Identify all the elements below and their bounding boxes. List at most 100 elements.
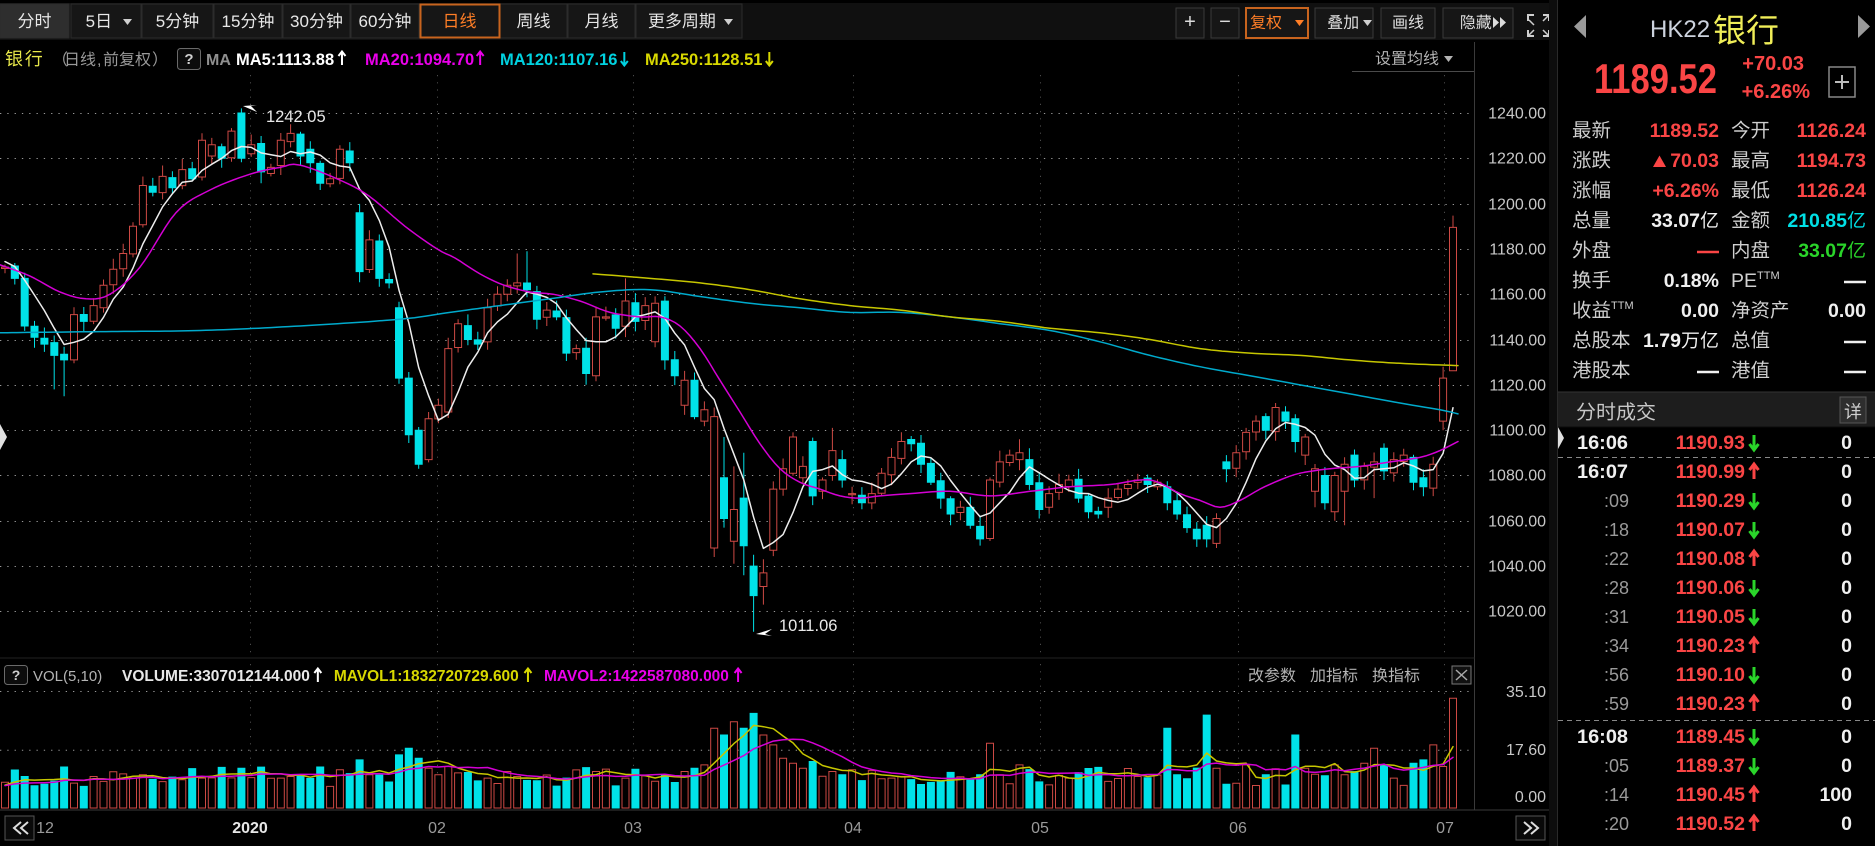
svg-text:12: 12 [36,820,54,837]
svg-text:0.00: 0.00 [1681,300,1719,322]
svg-text:?: ? [184,51,193,68]
svg-text:1194.73: 1194.73 [1797,150,1867,172]
svg-text:−: − [1219,11,1231,33]
svg-text::59: :59 [1604,694,1629,714]
svg-text:0: 0 [1841,519,1852,541]
svg-text:1126.24: 1126.24 [1797,180,1867,202]
svg-text:0.00: 0.00 [1515,789,1546,806]
svg-text:1189.52: 1189.52 [1594,55,1717,102]
svg-text:1040.00: 1040.00 [1488,559,1546,576]
svg-text::56: :56 [1604,665,1629,685]
svg-text::09: :09 [1604,491,1629,511]
svg-text:1189.52: 1189.52 [1650,120,1720,142]
svg-text:0: 0 [1841,755,1852,777]
svg-text:MA5:1113.88: MA5:1113.88 [236,51,334,69]
svg-text:15: 15 [222,12,241,31]
svg-text:1220.00: 1220.00 [1488,151,1546,168]
svg-text:210.85: 210.85 [1787,210,1847,232]
svg-text:0: 0 [1841,577,1852,599]
svg-text:1140.00: 1140.00 [1489,333,1546,350]
svg-text:1190.23: 1190.23 [1676,635,1746,657]
svg-text:0: 0 [1841,461,1852,483]
svg-text:1190.29: 1190.29 [1676,490,1746,512]
svg-text:33.07: 33.07 [1798,240,1847,262]
svg-text:1011.06: 1011.06 [779,617,837,635]
svg-text:100: 100 [1819,784,1852,806]
svg-text:MA: MA [206,52,231,69]
svg-text:TTM: TTM [1757,270,1780,282]
svg-text:70.03: 70.03 [1670,150,1719,172]
svg-text:02: 02 [428,820,446,837]
svg-text:?: ? [12,667,21,683]
svg-text:1242.05: 1242.05 [266,108,326,126]
svg-text:30: 30 [290,12,309,31]
svg-text:MA120:1107.16: MA120:1107.16 [500,51,617,69]
svg-text::18: :18 [1604,520,1629,540]
svg-text:1180.00: 1180.00 [1489,242,1546,259]
svg-text:1120.00: 1120.00 [1489,378,1546,395]
svg-text:35.10: 35.10 [1506,684,1546,701]
svg-text:1020.00: 1020.00 [1488,604,1546,621]
svg-text:1190.99: 1190.99 [1676,461,1746,483]
svg-text:1190.45: 1190.45 [1676,784,1746,806]
svg-text:1190.10: 1190.10 [1676,664,1746,686]
svg-text:TTM: TTM [1611,300,1634,312]
svg-text:1.79: 1.79 [1643,330,1681,352]
svg-text:0.00: 0.00 [1828,300,1866,322]
svg-text:1190.05: 1190.05 [1676,606,1746,628]
svg-text:17.60: 17.60 [1506,742,1546,759]
svg-text:05: 05 [1031,820,1049,837]
svg-text:60: 60 [359,12,378,31]
svg-text:1189.45: 1189.45 [1676,726,1746,748]
svg-text:1060.00: 1060.00 [1488,514,1546,531]
svg-text:1190.06: 1190.06 [1676,577,1746,599]
svg-text::14: :14 [1604,785,1629,805]
svg-text:0: 0 [1841,635,1852,657]
svg-text::28: :28 [1604,578,1629,598]
svg-text:PE: PE [1731,270,1757,292]
svg-text:1200.00: 1200.00 [1488,197,1546,214]
svg-text:1160.00: 1160.00 [1489,287,1546,304]
svg-text:+6.26%: +6.26% [1742,81,1811,103]
svg-text:16:08: 16:08 [1577,726,1628,748]
svg-text:1190.52: 1190.52 [1676,813,1746,835]
svg-text:0: 0 [1841,548,1852,570]
svg-text:+6.26%: +6.26% [1652,180,1719,202]
svg-text:33.07: 33.07 [1651,210,1700,232]
svg-text:VOLUME:3307012144.000: VOLUME:3307012144.000 [122,668,310,685]
svg-text:1190.23: 1190.23 [1676,693,1746,715]
svg-text::22: :22 [1604,549,1629,569]
svg-text:+70.03: +70.03 [1742,53,1804,75]
svg-text::34: :34 [1604,636,1629,656]
svg-text:0: 0 [1841,490,1852,512]
svg-text:0: 0 [1841,726,1852,748]
svg-text:MAVOL2:1422587080.000: MAVOL2:1422587080.000 [544,668,729,685]
svg-text:1190.93: 1190.93 [1676,432,1746,454]
svg-text:HK22: HK22 [1650,16,1710,43]
svg-text:03: 03 [624,820,642,837]
svg-text::20: :20 [1604,814,1629,834]
svg-text:MAVOL1:1832720729.600: MAVOL1:1832720729.600 [334,668,519,685]
svg-text:,: , [97,52,101,69]
svg-text:0: 0 [1841,432,1852,454]
svg-text:16:06: 16:06 [1577,432,1628,454]
svg-text:+: + [1184,11,1196,33]
svg-text:1080.00: 1080.00 [1488,468,1546,485]
svg-text:1126.24: 1126.24 [1797,120,1867,142]
svg-text::05: :05 [1604,756,1629,776]
svg-text:MA250:1128.51: MA250:1128.51 [645,51,762,69]
svg-text:2020: 2020 [232,820,268,837]
svg-text:MA20:1094.70: MA20:1094.70 [365,51,474,69]
svg-text:0.18%: 0.18% [1664,270,1719,292]
svg-text::31: :31 [1604,607,1629,627]
svg-text:0: 0 [1841,813,1852,835]
svg-text:0: 0 [1841,693,1852,715]
svg-text:1190.07: 1190.07 [1676,519,1745,541]
svg-text:07: 07 [1436,820,1454,837]
svg-text:1100.00: 1100.00 [1489,423,1546,440]
svg-text:5: 5 [86,12,95,31]
svg-text:5: 5 [156,12,165,31]
svg-text:0: 0 [1841,606,1852,628]
svg-text:1240.00: 1240.00 [1488,106,1546,123]
svg-text:VOL(5,10): VOL(5,10) [33,668,102,685]
